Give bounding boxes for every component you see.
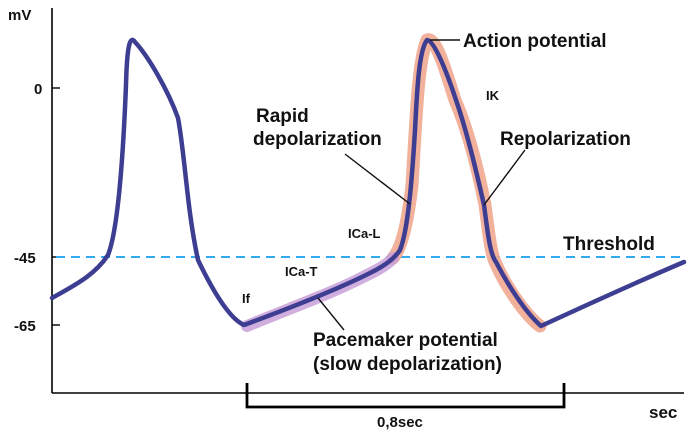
- y-tick-label-minus45: -45: [14, 250, 36, 267]
- ica-l-label: ICa-L: [348, 226, 381, 241]
- pacemaker-pointer: [317, 297, 345, 331]
- pacemaker-potential-label: Pacemaker potential: [313, 330, 498, 351]
- slow-depolarization-label: (slow depolarization): [313, 354, 502, 375]
- duration-label: 0,8sec: [377, 414, 423, 431]
- duration-bracket: [245, 383, 566, 409]
- repolarization-pointer: [483, 149, 526, 206]
- action-potential-highlight: [386, 33, 547, 333]
- repolarization-label: Repolarization: [500, 129, 631, 150]
- ik-label: IK: [486, 88, 500, 103]
- y-tick-label-minus65: -65: [14, 318, 36, 335]
- membrane-potential-trace: [49, 37, 687, 329]
- rapid-depolarization-pointer: [344, 153, 411, 205]
- depolarization-label: depolarization: [253, 129, 382, 150]
- y-tick-label-0: 0: [34, 81, 42, 98]
- ica-t-label: ICa-T: [285, 264, 318, 279]
- rapid-label: Rapid: [256, 106, 309, 127]
- action-potential-label: Action potential: [463, 31, 607, 52]
- if-label: If: [242, 291, 251, 306]
- threshold-label: Threshold: [563, 234, 655, 255]
- y-axis-unit: mV: [8, 7, 31, 24]
- x-axis-unit: sec: [649, 403, 677, 422]
